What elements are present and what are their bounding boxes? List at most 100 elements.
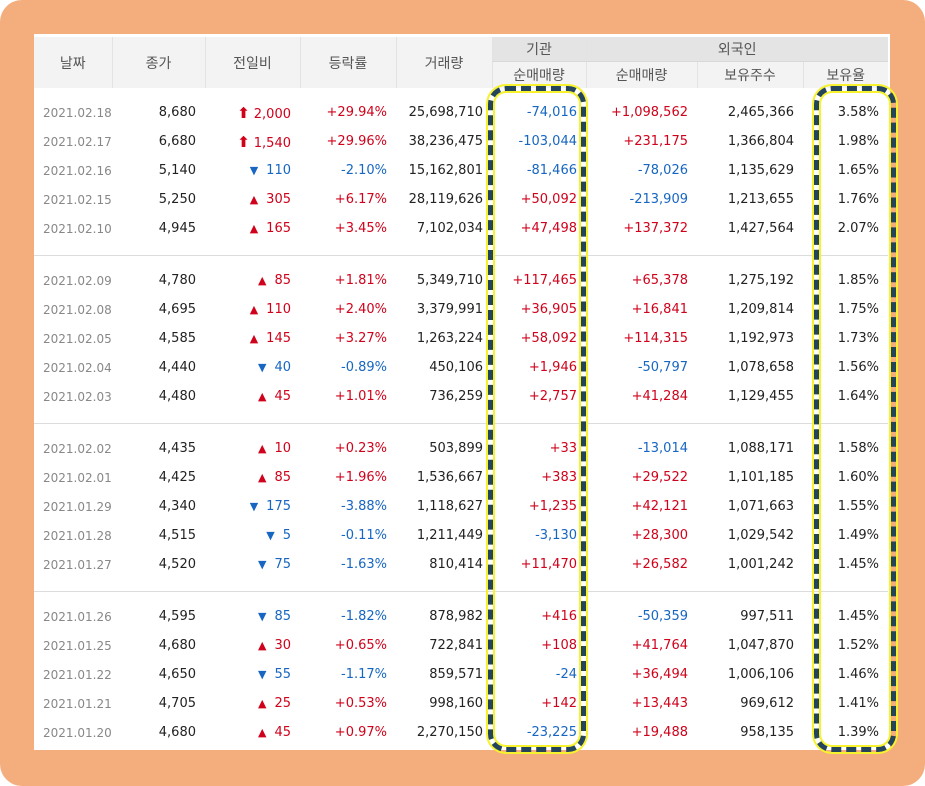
table-row: 2021.02.05 4,585 ▲ 145 +3.27% 1,263,224 +58,09…: [34, 324, 888, 353]
change-value: 45: [274, 389, 291, 404]
cell-foreign: +42,121: [631, 499, 688, 514]
up-triangle-icon: ▲: [257, 697, 267, 710]
cell-volume: 2,270,150: [416, 725, 483, 740]
cell-volume: 722,841: [429, 638, 483, 653]
table-row: 2021.01.28 4,515 ▼ 5 -0.11% 1,211,449 -3,130 +2…: [34, 521, 888, 550]
cell-holdings: 1,209,814: [727, 302, 794, 317]
table-row: 2021.01.26 4,595 ▼ 85 -1.82% 878,982 +416 -50,3…: [34, 602, 888, 631]
cell-change: ▲ 10: [205, 434, 300, 463]
up-triangle-icon: ▲: [249, 332, 259, 345]
cell-holdings: 1,088,171: [727, 441, 794, 456]
cell-holdings: 1,275,192: [727, 273, 794, 288]
up-triangle-icon: ▲: [257, 390, 267, 403]
header-foreign-group: 외국인: [585, 37, 888, 62]
cell-foreign: +16,841: [631, 302, 688, 317]
table-row: 2021.02.09 4,780 ▲ 85 +1.81% 5,349,710 +117,46…: [34, 266, 888, 295]
cell-change: ▼ 55: [205, 660, 300, 689]
cell-holdings: 2,465,366: [727, 105, 794, 120]
cell-change: ▼ 40: [205, 353, 300, 382]
cell-change: ▼ 5: [205, 521, 300, 550]
cell-ratio: 1.41%: [837, 696, 879, 711]
cell-rate: +29.94%: [326, 105, 387, 120]
table-row: 2021.02.16 5,140 ▼ 110 -2.10% 15,162,801 -81,4…: [34, 156, 888, 185]
cell-date: 2021.01.27: [43, 557, 112, 572]
daily-trading-table: 날짜 종가 전일비 등락률 거래량 기관 외국인 순매매량 순매매량 보유주수 …: [34, 37, 888, 757]
cell-date: 2021.02.17: [43, 134, 112, 149]
cell-inst: -103,044: [518, 134, 577, 149]
cell-foreign: +137,372: [623, 221, 688, 236]
change-value: 305: [266, 192, 291, 207]
cell-close: 4,650: [158, 667, 196, 682]
change-value: 25: [274, 696, 291, 711]
change-value: 110: [266, 302, 291, 317]
cell-volume: 28,119,626: [408, 192, 483, 207]
cell-ratio: 1.85%: [837, 273, 879, 288]
change-value: 45: [274, 725, 291, 740]
cell-change: ▼ 75: [205, 550, 300, 579]
header-foreign-ratio: 보유율: [802, 61, 888, 88]
cell-close: 4,680: [158, 725, 196, 740]
cell-holdings: 997,511: [740, 609, 794, 624]
cell-close: 4,705: [158, 696, 196, 711]
cell-foreign: +114,315: [623, 331, 688, 346]
cell-volume: 736,259: [429, 389, 483, 404]
table-body: 2021.02.18 8,680 ⬆ 2,000 +29.94% 25,698,710 -7…: [34, 88, 888, 757]
table-row: 2021.01.27 4,520 ▼ 75 -1.63% 810,414 +11,470 +2…: [34, 550, 888, 579]
cell-inst: +47,498: [520, 221, 577, 236]
cell-foreign: -78,026: [637, 163, 688, 178]
cell-change: ▲ 85: [205, 266, 300, 295]
table-row: 2021.02.02 4,435 ▲ 10 +0.23% 503,899 +33 -13,01…: [34, 434, 888, 463]
cell-date: 2021.02.09: [43, 273, 112, 288]
down-triangle-icon: ▼: [249, 164, 259, 177]
cell-close: 4,585: [158, 331, 196, 346]
change-value: 85: [274, 609, 291, 624]
cell-foreign: +19,488: [631, 725, 688, 740]
cell-inst: +1,946: [528, 360, 577, 375]
cell-holdings: 1,135,629: [727, 163, 794, 178]
cell-inst: -23,225: [526, 725, 577, 740]
cell-close: 4,520: [158, 557, 196, 572]
cell-rate: -0.11%: [341, 528, 387, 543]
header-inst-net: 순매매량: [491, 61, 586, 88]
cell-foreign: -50,359: [637, 609, 688, 624]
cell-ratio: 1.46%: [837, 667, 879, 682]
cell-rate: +0.97%: [334, 725, 387, 740]
cell-ratio: 1.45%: [837, 609, 879, 624]
cell-rate: -1.63%: [341, 557, 387, 572]
cell-change: ▲ 30: [205, 631, 300, 660]
change-value: 110: [266, 163, 291, 178]
cell-volume: 7,102,034: [416, 221, 483, 236]
cell-change: ▲ 145: [205, 324, 300, 353]
cell-close: 4,680: [158, 638, 196, 653]
cell-rate: -1.82%: [341, 609, 387, 624]
cell-holdings: 1,006,106: [727, 667, 794, 682]
cell-volume: 1,118,627: [416, 499, 483, 514]
cell-holdings: 1,101,185: [727, 470, 794, 485]
cell-foreign: +65,378: [631, 273, 688, 288]
cell-close: 4,945: [158, 221, 196, 236]
cell-date: 2021.02.01: [43, 470, 112, 485]
cell-rate: +1.96%: [334, 470, 387, 485]
cell-foreign: +13,443: [631, 696, 688, 711]
cell-rate: -3.88%: [341, 499, 387, 514]
cell-inst: +416: [541, 609, 577, 624]
cell-change: ▲ 45: [205, 382, 300, 411]
cell-holdings: 1,427,564: [727, 221, 794, 236]
cell-ratio: 1.73%: [837, 331, 879, 346]
cell-ratio: 3.58%: [837, 105, 879, 120]
header-rate: 등락률: [299, 37, 396, 88]
cell-inst: -3,130: [535, 528, 577, 543]
up-triangle-icon: ▲: [257, 442, 267, 455]
cell-date: 2021.01.29: [43, 499, 112, 514]
header-institution-group: 기관: [491, 37, 586, 62]
cell-holdings: 1,001,242: [727, 557, 794, 572]
cell-ratio: 2.07%: [837, 221, 879, 236]
change-value: 40: [274, 360, 291, 375]
cell-rate: +0.23%: [334, 441, 387, 456]
table-row: 2021.01.22 4,650 ▼ 55 -1.17% 859,571 -24 +36,49…: [34, 660, 888, 689]
cell-date: 2021.01.26: [43, 609, 112, 624]
header-foreign-net: 순매매량: [585, 61, 697, 88]
cell-change: ▼ 175: [205, 492, 300, 521]
cell-rate: +0.65%: [334, 638, 387, 653]
cell-rate: -0.89%: [341, 360, 387, 375]
